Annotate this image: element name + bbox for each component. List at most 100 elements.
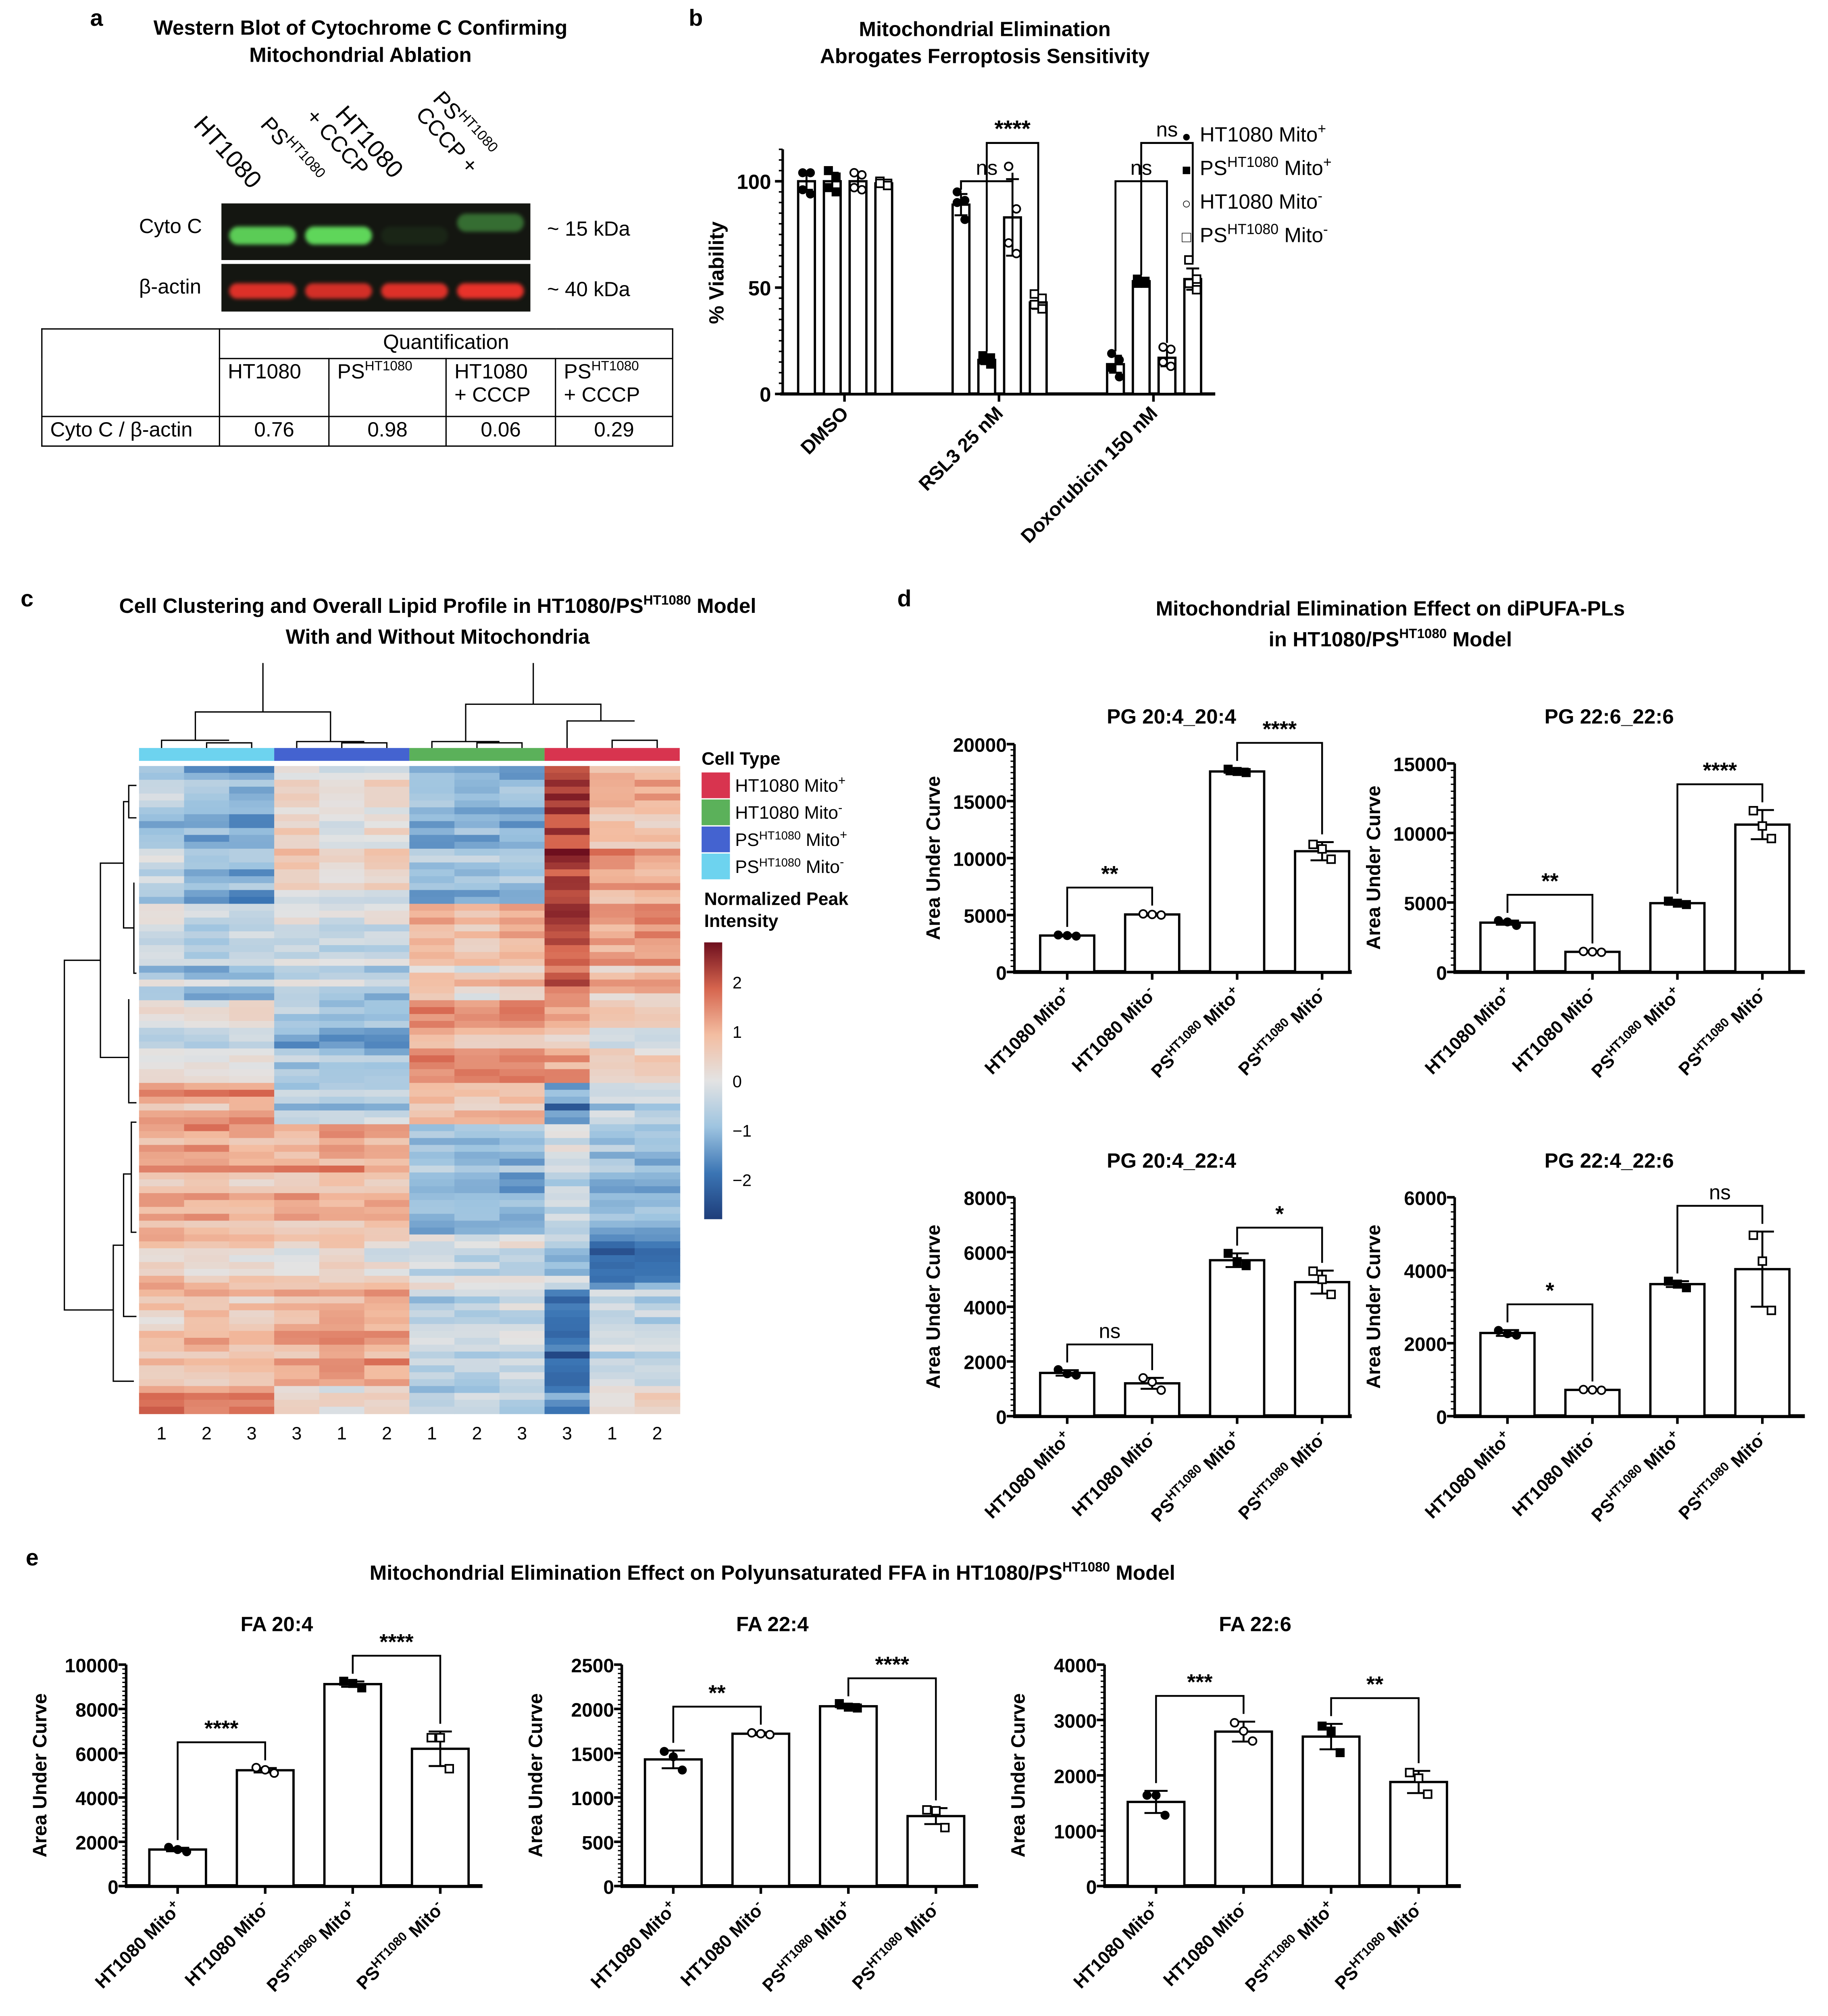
heatmap-cell — [589, 780, 635, 787]
colorbar — [704, 942, 722, 1219]
significance-label: ** — [1541, 868, 1559, 893]
heatmap-cell — [499, 1220, 545, 1228]
heatmap-cell — [454, 821, 500, 829]
column-dendrogram — [296, 741, 388, 748]
heatmap-cell — [454, 1276, 500, 1283]
heatmap-cell — [409, 1041, 455, 1049]
heatmap-cell — [454, 1021, 500, 1029]
legend-marker-icon: ○ — [1182, 195, 1191, 212]
y-tick-label: 2000 — [1054, 1766, 1097, 1787]
heatmap-cell — [364, 897, 410, 904]
heatmap-cell — [274, 1138, 320, 1145]
y-tick-label: 1500 — [571, 1744, 614, 1765]
heatmap-cell — [589, 1283, 635, 1290]
heatmap-cell — [229, 1248, 275, 1256]
y-tick-label: 6000 — [1404, 1188, 1447, 1210]
heatmap-cell — [184, 979, 230, 987]
heatmap-cell — [409, 1131, 455, 1139]
data-point — [1749, 1230, 1758, 1240]
heatmap-cell — [409, 952, 455, 960]
heatmap-cell — [635, 993, 681, 1001]
panel-b-label: b — [689, 5, 703, 31]
y-tick-label: 0 — [760, 383, 771, 406]
x-tick-label: HT1080 Mito- — [179, 1896, 273, 1990]
heatmap-cell — [184, 1283, 230, 1290]
heatmap-cell — [589, 1207, 635, 1214]
heatmap-cell — [409, 1158, 455, 1166]
heatmap-cell — [184, 952, 230, 960]
heatmap-cell — [499, 924, 545, 932]
heatmap-cell — [184, 917, 230, 925]
data-point — [1494, 1326, 1503, 1335]
column-group-bar — [544, 748, 680, 761]
heatmap-cell — [454, 973, 500, 980]
heatmap-cell — [635, 1158, 681, 1166]
heatmap-cell — [274, 883, 320, 891]
heatmap-cell — [409, 1386, 455, 1393]
y-tick-label: 3000 — [1054, 1711, 1097, 1732]
heatmap-cell — [184, 1393, 230, 1401]
panel-c-title-end: Model — [691, 596, 756, 618]
heatmap-cell — [139, 1358, 185, 1366]
heatmap-cell — [409, 1152, 455, 1160]
column-replicate-label: 1 — [337, 1424, 347, 1443]
heatmap-cell — [589, 1104, 635, 1111]
heatmap-cell — [229, 835, 275, 843]
heatmap-cell — [229, 1379, 275, 1387]
quantification-table: Quantification HT1080 PSHT1080 HT1080 + CCC… — [41, 328, 673, 447]
heatmap-cell — [589, 1028, 635, 1035]
heatmap-cell — [274, 979, 320, 987]
heatmap-cell — [319, 876, 365, 884]
heatmap-cell — [274, 1041, 320, 1049]
heatmap-cell — [499, 1352, 545, 1359]
y-tick-label: 50 — [748, 277, 771, 300]
heatmap-cell — [229, 1083, 275, 1091]
heatmap-cell — [635, 1234, 681, 1242]
heatmap-cell — [274, 938, 320, 946]
panel-c-title-line2: With and Without Mitochondria — [285, 627, 590, 649]
heatmap-cell — [364, 1379, 410, 1387]
heatmap-cell — [589, 1152, 635, 1160]
y-tick-label: 2000 — [1404, 1334, 1447, 1356]
heatmap-cell — [635, 773, 681, 781]
heatmap-cell — [589, 993, 635, 1001]
heatmap-cell — [139, 1365, 185, 1373]
heatmap-cell — [229, 1234, 275, 1242]
heatmap-cell — [589, 1000, 635, 1008]
heatmap-cell — [589, 1069, 635, 1077]
heatmap-cell — [274, 1358, 320, 1366]
heatmap-cell — [454, 904, 500, 911]
column-group-bar — [139, 748, 275, 761]
heatmap-cell — [229, 1227, 275, 1235]
heatmap-cell — [544, 1089, 590, 1098]
heatmap-cell — [454, 1014, 500, 1022]
heatmap-cell — [409, 1345, 455, 1352]
heatmap-cell — [319, 807, 365, 815]
heatmap-cell — [544, 1158, 590, 1166]
heatmap-cell — [274, 986, 320, 994]
heatmap-cell — [364, 917, 410, 925]
heatmap-cell — [499, 1310, 545, 1318]
heatmap-cell — [589, 1400, 635, 1408]
heatmap-cell — [139, 1234, 185, 1242]
heatmap-cell — [139, 876, 185, 884]
heatmap-cell — [589, 979, 635, 987]
heatmap-cell — [635, 1028, 681, 1035]
subchart-title: PG 20:4_20:4 — [1107, 705, 1236, 728]
heatmap-cell — [409, 1296, 455, 1304]
y-tick-label: 100 — [737, 171, 771, 194]
y-tick-label: 4000 — [1054, 1656, 1097, 1677]
heatmap-cell — [589, 1200, 635, 1208]
heatmap-cell — [409, 869, 455, 877]
heatmap-cell — [364, 1310, 410, 1318]
heatmap-cell — [544, 862, 590, 870]
cell-type-legend-title: Cell Type — [702, 749, 780, 769]
y-tick-label: 20000 — [953, 735, 1007, 756]
heatmap-cell — [454, 1289, 500, 1297]
bar — [1039, 1372, 1095, 1418]
heatmap-cell — [499, 1296, 545, 1304]
heatmap-cell — [139, 1021, 185, 1029]
heatmap-cell — [499, 1262, 545, 1270]
heatmap-cell — [589, 1393, 635, 1401]
